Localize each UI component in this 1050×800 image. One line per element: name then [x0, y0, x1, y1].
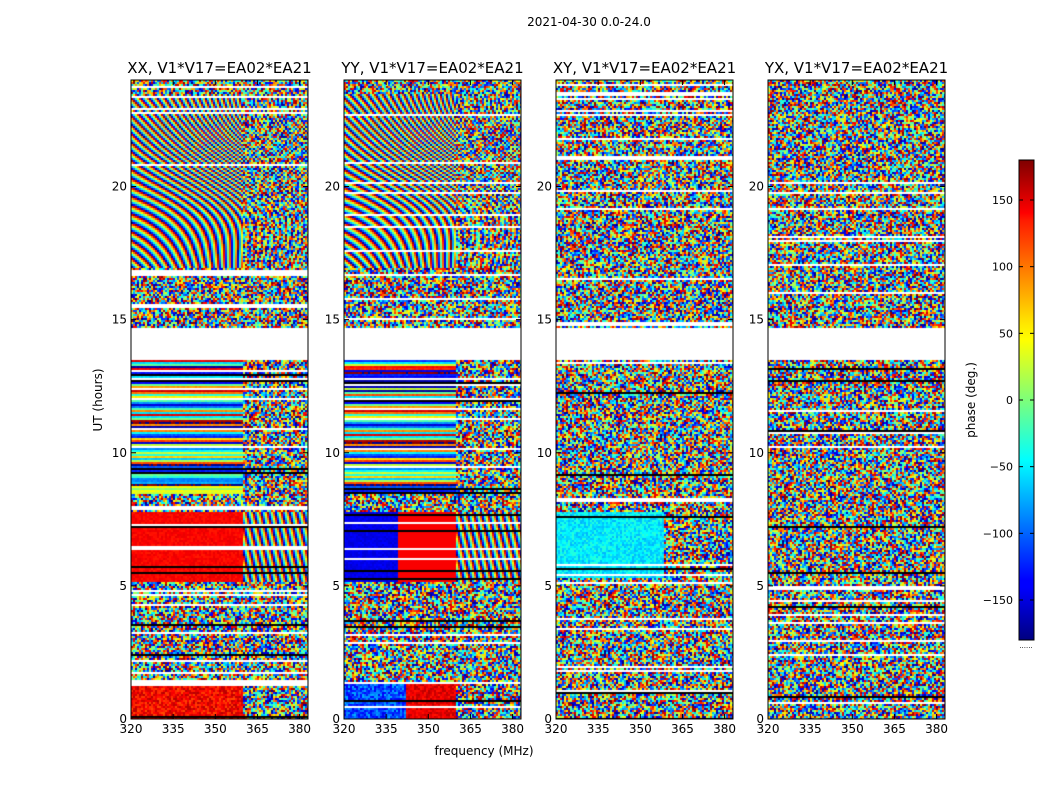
- y-tick-label: 5: [332, 579, 340, 593]
- panel-frame: [767, 79, 946, 720]
- x-tick-label: 350: [204, 722, 227, 736]
- colorbar-tick-label: −100: [983, 527, 1013, 540]
- x-tick-label: 350: [629, 722, 652, 736]
- y-tick-label: 15: [749, 313, 764, 327]
- colorbar-tick-label: −150: [983, 594, 1013, 607]
- panel-title: YX, V1*V17=EA02*EA21: [764, 59, 948, 77]
- panel-frame: [343, 79, 522, 720]
- colorbar-tick-label: 50: [999, 327, 1013, 340]
- x-tick-label: 380: [288, 722, 311, 736]
- panel-frame: [555, 79, 734, 720]
- colorbar-under-label: ......: [1019, 642, 1032, 650]
- y-tick-label: 5: [544, 579, 552, 593]
- y-tick-label: 20: [749, 180, 764, 194]
- colorbar: 150 100 50 0 −50 −100 −150 phase (deg.) ......: [964, 159, 1035, 650]
- phase-image-xy: [556, 80, 733, 719]
- y-tick-label: 10: [112, 446, 127, 460]
- colorbar-tick-label: 0: [1006, 394, 1013, 407]
- x-tick-label: 335: [799, 722, 822, 736]
- phase-image-yy: [344, 80, 521, 719]
- panel-frame: [130, 79, 309, 720]
- y-tick-label: 0: [332, 712, 340, 726]
- x-tick-label: 320: [757, 722, 780, 736]
- panel-title: XX, V1*V17=EA02*EA21: [127, 59, 311, 77]
- x-axis-label: frequency (MHz): [434, 744, 533, 758]
- y-tick-label: 20: [112, 180, 127, 194]
- colorbar-label: phase (deg.): [964, 362, 978, 438]
- x-tick-label: 365: [671, 722, 694, 736]
- colorbar-tick-label: −50: [990, 461, 1013, 474]
- panels: XX, V1*V17=EA02*EA21 320 335 350 365 380 0 5 10 1…: [112, 59, 948, 736]
- y-tick-label: 15: [537, 313, 552, 327]
- x-tick-label: 335: [162, 722, 185, 736]
- y-tick-label: 10: [749, 446, 764, 460]
- x-tick-label: 380: [713, 722, 736, 736]
- panel-xx: XX, V1*V17=EA02*EA21 320 335 350 365 380 0 5 10 1…: [112, 59, 312, 736]
- panel-title: YY, V1*V17=EA02*EA21: [340, 59, 523, 77]
- x-tick-label: 320: [120, 722, 143, 736]
- y-tick-label: 0: [756, 712, 764, 726]
- y-tick-label: 15: [112, 313, 127, 327]
- y-tick-label: 10: [325, 446, 340, 460]
- x-tick-label: 350: [417, 722, 440, 736]
- y-tick-label: 0: [119, 712, 127, 726]
- x-tick-label: 350: [841, 722, 864, 736]
- y-tick-label: 15: [325, 313, 340, 327]
- y-tick-label: 20: [537, 180, 552, 194]
- colorbar-ticks: 150 100 50 0 −50 −100 −150: [983, 194, 1034, 607]
- figure-suptitle: 2021-04-30 0.0-24.0: [527, 15, 651, 29]
- colorbar-tick-label: 100: [992, 261, 1013, 274]
- y-tick-label: 20: [325, 180, 340, 194]
- colorbar-tick-label: 150: [992, 194, 1013, 207]
- y-tick-label: 5: [756, 579, 764, 593]
- x-tick-label: 335: [375, 722, 398, 736]
- x-tick-label: 365: [883, 722, 906, 736]
- y-tick-label: 10: [537, 446, 552, 460]
- x-tick-label: 365: [459, 722, 482, 736]
- x-tick-label: 380: [501, 722, 524, 736]
- x-tick-label: 320: [333, 722, 356, 736]
- y-tick-label: 0: [544, 712, 552, 726]
- panel-title: XY, V1*V17=EA02*EA21: [553, 59, 736, 77]
- phase-image-yx: [768, 80, 945, 719]
- y-axis-label: UT (hours): [91, 368, 105, 431]
- phase-image-xx: [131, 80, 308, 719]
- x-tick-label: 335: [587, 722, 610, 736]
- x-tick-label: 365: [246, 722, 269, 736]
- x-tick-label: 320: [545, 722, 568, 736]
- panel-yx: YX, V1*V17=EA02*EA21 320 335 350 365 380 0 5 10 1…: [749, 59, 948, 736]
- panel-yy: YY, V1*V17=EA02*EA21 320 335 350 365 380 0 5 10 1…: [325, 59, 524, 736]
- y-tick-label: 5: [119, 579, 127, 593]
- panel-xy: XY, V1*V17=EA02*EA21 320 335 350 365 380 0 5 10 1…: [537, 59, 736, 736]
- x-tick-label: 380: [925, 722, 948, 736]
